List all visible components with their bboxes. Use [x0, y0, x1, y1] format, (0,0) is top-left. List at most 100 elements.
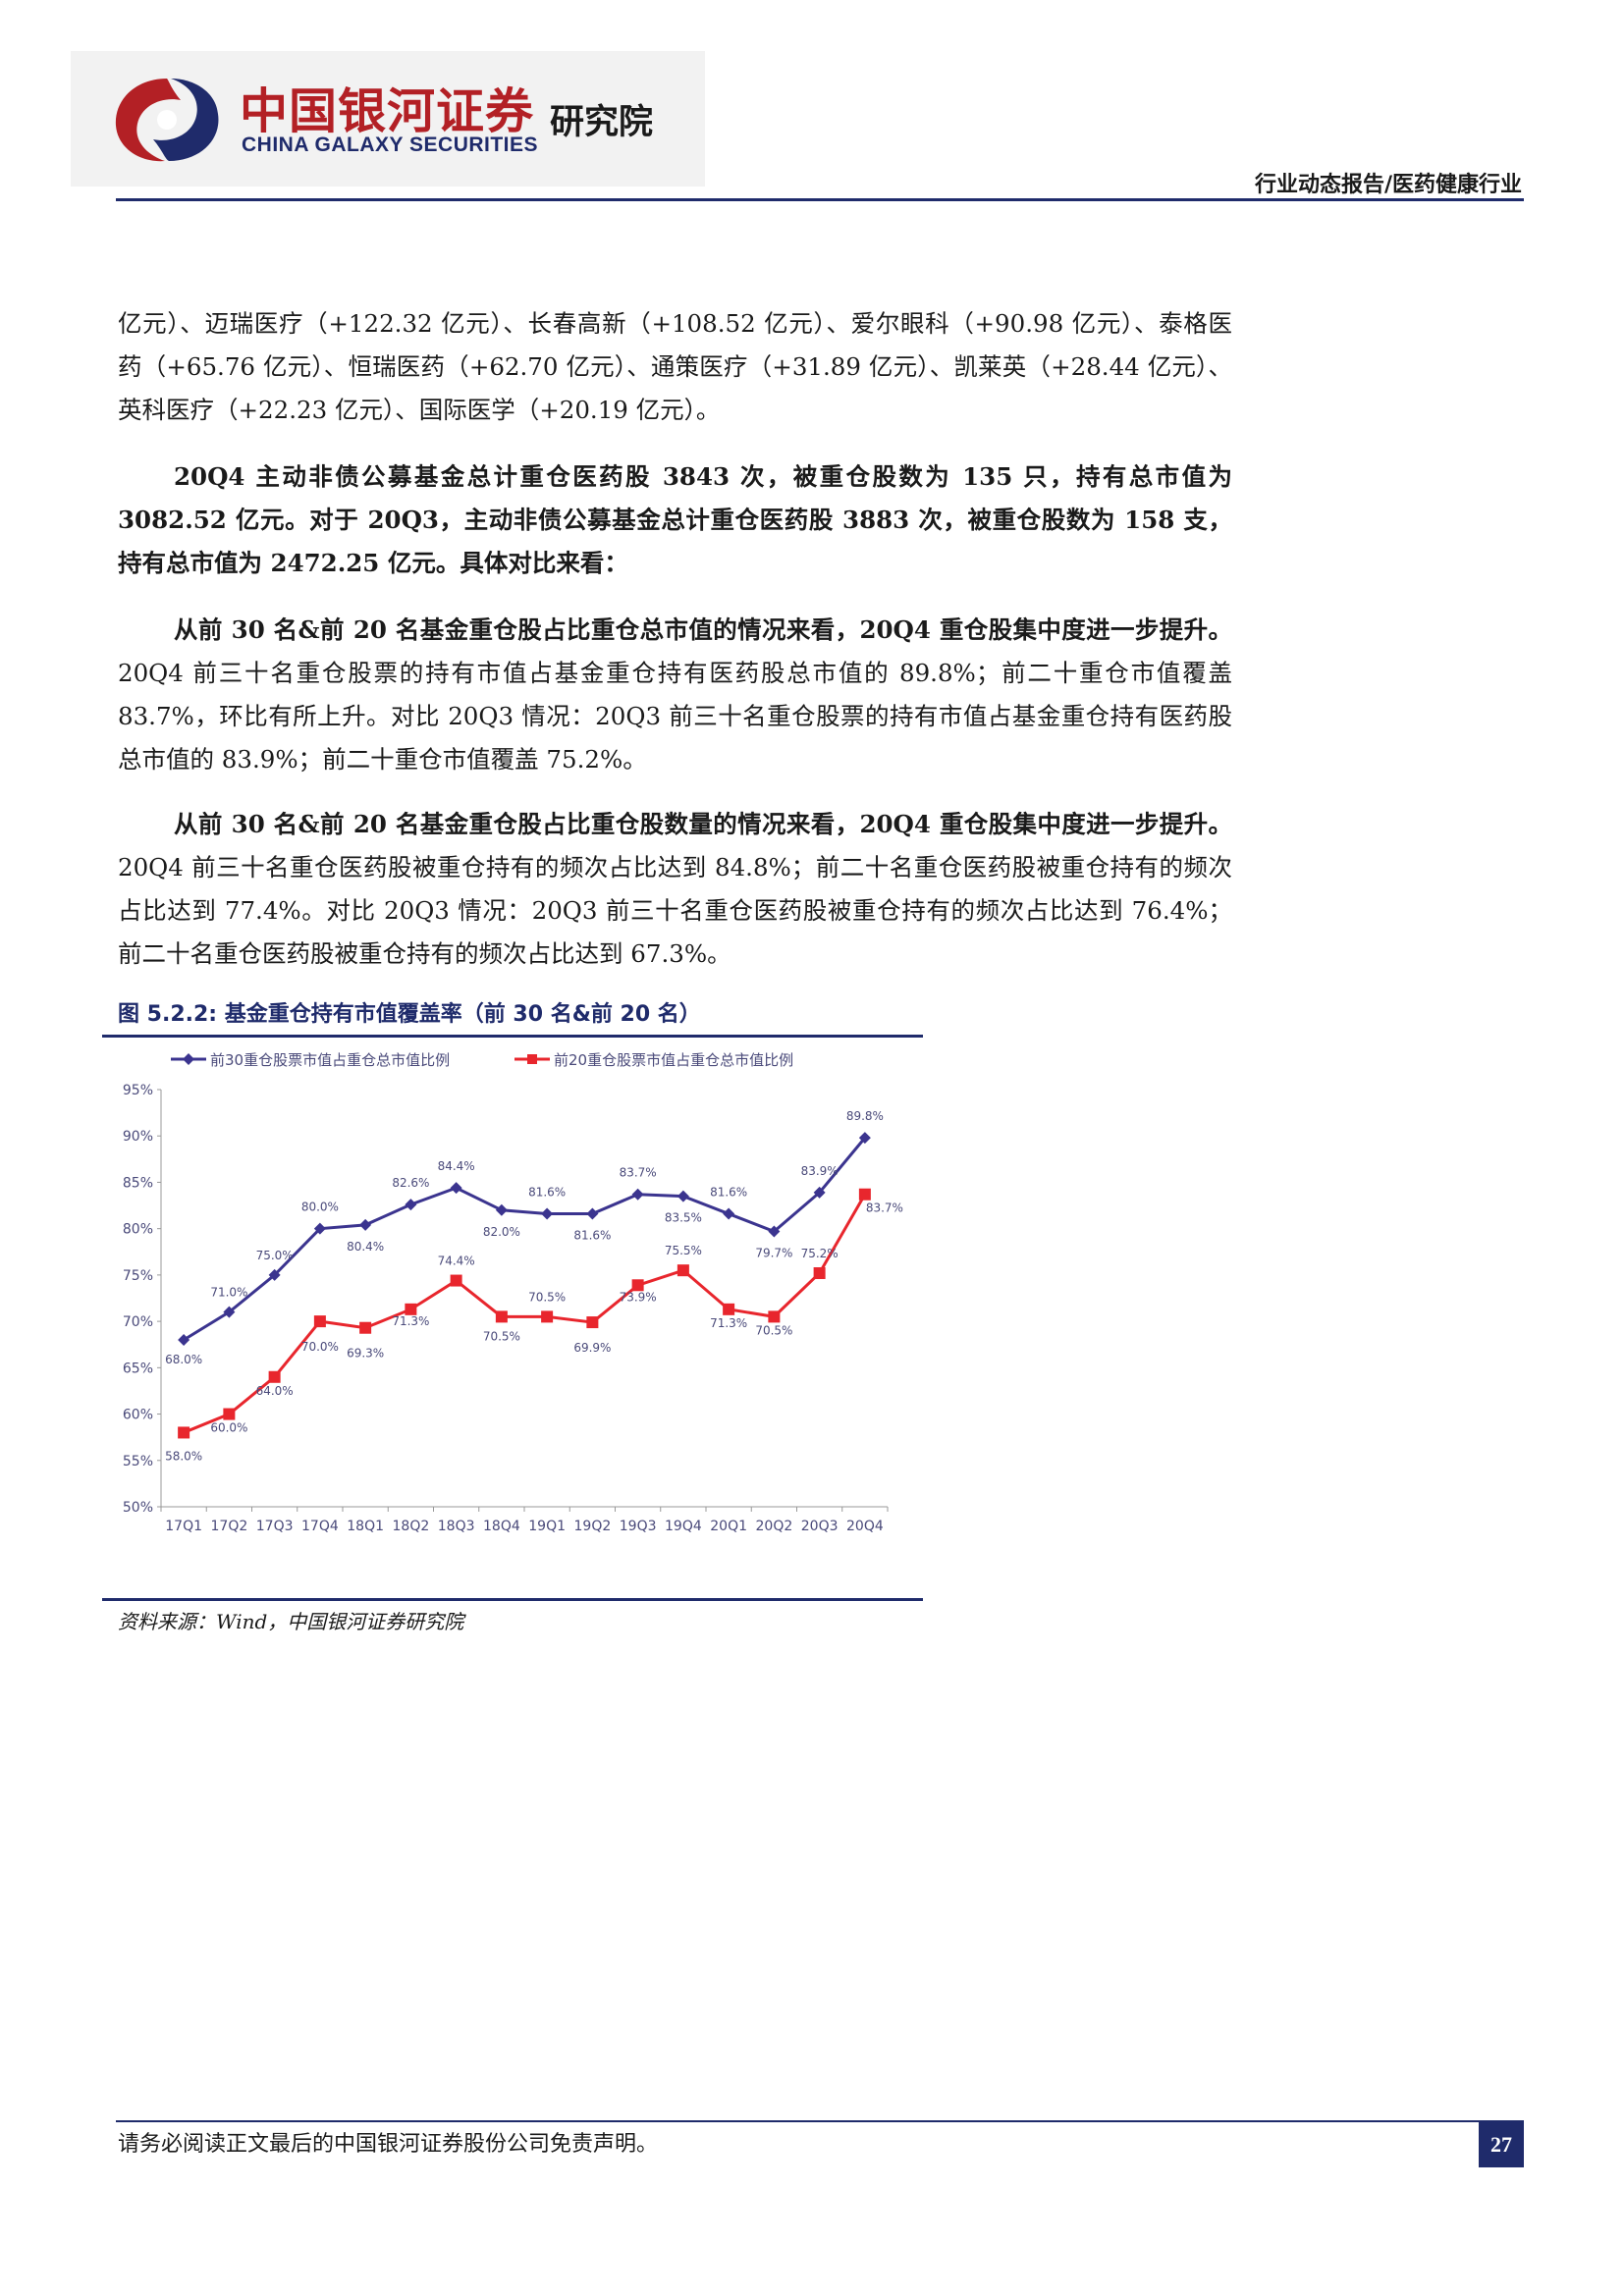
data-point — [586, 1316, 599, 1329]
data-label: 58.0% — [165, 1449, 202, 1463]
data-point — [677, 1190, 689, 1202]
paragraph-ranking-continued: 亿元）、迈瑞医疗（+122.32 亿元）、长春高新（+108.52 亿元）、爱尔… — [118, 309, 1232, 424]
data-label: 75.2% — [801, 1247, 839, 1260]
data-label: 89.8% — [846, 1109, 884, 1123]
data-label: 82.6% — [392, 1176, 429, 1190]
logo-institute: 研究院 — [550, 103, 654, 142]
figure-source: 资料来源：Wind，中国银河证券研究院 — [118, 1610, 464, 1633]
header-divider — [116, 198, 1524, 201]
data-point — [268, 1268, 281, 1281]
data-point — [313, 1315, 326, 1328]
data-point — [541, 1207, 554, 1220]
data-point — [723, 1303, 735, 1315]
data-label: 64.0% — [256, 1384, 294, 1398]
data-point — [450, 1182, 462, 1195]
figure-bottom-rule — [102, 1598, 923, 1601]
paragraph-frequency-concentration: 从前 30 名&前 20 名基金重仓股占比重仓股数量的情况来看，20Q4 重仓股… — [118, 803, 1232, 976]
data-label: 82.0% — [483, 1225, 520, 1239]
x-tick-label: 17Q4 — [301, 1519, 339, 1534]
report-category: 行业动态报告/医药健康行业 — [1254, 173, 1522, 197]
x-tick-label: 20Q4 — [846, 1519, 884, 1534]
footer-disclaimer: 请务必阅读正文最后的中国银河证券股份公司免责声明。 — [118, 2132, 659, 2157]
x-tick-label: 18Q2 — [393, 1519, 430, 1534]
data-point — [268, 1370, 281, 1383]
x-tick-label: 17Q1 — [165, 1519, 202, 1534]
data-point — [677, 1264, 689, 1277]
logo-chinese-name: 中国银河证券 — [240, 83, 535, 139]
x-tick-label: 19Q2 — [574, 1519, 612, 1534]
frequency-lead: 从前 30 名&前 20 名基金重仓股占比重仓股数量的情况来看，20Q4 重仓股… — [174, 810, 1232, 838]
market-value-detail: 20Q4 前三十名重仓股票的持有市值占基金重仓持有医药股总市值的 89.8%；前… — [118, 659, 1232, 774]
x-tick-label: 20Q3 — [801, 1519, 839, 1534]
data-label: 81.6% — [528, 1186, 566, 1200]
data-point — [586, 1207, 599, 1220]
data-label: 71.3% — [392, 1314, 429, 1328]
data-label: 74.4% — [438, 1255, 475, 1268]
y-tick-label: 60% — [123, 1408, 153, 1423]
data-point — [313, 1222, 326, 1235]
data-label: 84.4% — [438, 1159, 475, 1173]
legend-marker — [183, 1053, 194, 1065]
data-label: 71.3% — [710, 1316, 747, 1330]
y-tick-label: 85% — [123, 1175, 153, 1191]
x-tick-label: 18Q1 — [347, 1519, 384, 1534]
data-point — [359, 1218, 372, 1231]
data-label: 80.0% — [301, 1201, 339, 1214]
market-value-lead: 从前 30 名&前 20 名基金重仓股占比重仓总市值的情况来看，20Q4 重仓股… — [174, 615, 1232, 644]
legend-label: 前30重仓股票市值占重仓总市值比例 — [210, 1051, 450, 1069]
data-label: 70.0% — [301, 1340, 339, 1354]
chart-series: 68.0% 71.0% 75.0% 80.0% 80.4% 82.6% 84.4% 82.0%… — [165, 1109, 903, 1463]
data-point — [813, 1186, 826, 1199]
coverage-line-chart: 前30重仓股票市值占重仓总市值比例 前20重仓股票市值占重仓总市值比例 50% 55… — [123, 1051, 903, 1534]
data-label: 83.7% — [866, 1201, 903, 1215]
data-label: 69.9% — [573, 1341, 611, 1355]
data-point — [723, 1207, 735, 1220]
data-point — [631, 1279, 644, 1292]
data-label: 83.7% — [620, 1166, 657, 1180]
x-tick-label: 19Q3 — [620, 1519, 657, 1534]
data-point — [858, 1188, 871, 1201]
data-label: 75.5% — [665, 1244, 702, 1257]
paragraph-market-value-concentration: 从前 30 名&前 20 名基金重仓股占比重仓总市值的情况来看，20Q4 重仓股… — [118, 609, 1232, 781]
data-label: 70.5% — [755, 1323, 792, 1337]
y-tick-label: 90% — [123, 1129, 153, 1145]
y-tick-label: 75% — [123, 1268, 153, 1284]
frequency-detail: 20Q4 前三十名重仓医药股被重仓持有的频次占比达到 84.8%；前二十名重仓医… — [118, 853, 1232, 968]
data-point — [858, 1132, 871, 1145]
data-point — [813, 1267, 826, 1279]
data-label: 83.9% — [801, 1164, 839, 1178]
galaxy-logo-icon — [115, 79, 219, 162]
footer-divider — [116, 2120, 1524, 2122]
legend-marker — [527, 1054, 537, 1064]
x-tick-label: 17Q3 — [256, 1519, 294, 1534]
data-label: 70.5% — [528, 1290, 566, 1304]
x-tick-label: 20Q1 — [710, 1519, 747, 1534]
data-point — [768, 1310, 781, 1323]
data-label: 79.7% — [755, 1247, 792, 1260]
data-label: 70.5% — [483, 1329, 520, 1343]
data-label: 83.5% — [665, 1211, 702, 1225]
data-point — [178, 1334, 190, 1346]
data-point — [541, 1310, 554, 1323]
x-tick-label: 18Q4 — [483, 1519, 520, 1534]
chart-axes: 50% 55% 60% 65% 70% 75% 80% 85% 90% 95% 17Q1 17Q2 17… — [123, 1083, 889, 1534]
data-point — [223, 1306, 236, 1318]
page-header: 中国银河证券 CHINA GALAXY SECURITIES 研究院 行业动态报… — [0, 0, 1624, 201]
data-label: 68.0% — [165, 1353, 202, 1366]
data-point — [359, 1321, 372, 1334]
y-tick-label: 95% — [123, 1083, 153, 1098]
data-label: 69.3% — [347, 1347, 384, 1361]
figure-top-rule — [102, 1035, 923, 1038]
series-line — [183, 1137, 867, 1342]
data-point — [178, 1426, 190, 1439]
x-tick-label: 18Q3 — [438, 1519, 475, 1534]
y-tick-label: 50% — [123, 1500, 153, 1516]
y-tick-label: 70% — [123, 1314, 153, 1330]
legend-label: 前20重仓股票市值占重仓总市值比例 — [554, 1051, 793, 1069]
y-tick-label: 65% — [123, 1361, 153, 1376]
logo-english-name: CHINA GALAXY SECURITIES — [242, 133, 539, 156]
x-tick-label: 20Q2 — [756, 1519, 793, 1534]
data-label: 73.9% — [620, 1290, 657, 1304]
data-label: 81.6% — [710, 1186, 747, 1200]
page-number: 27 — [1479, 2122, 1524, 2167]
